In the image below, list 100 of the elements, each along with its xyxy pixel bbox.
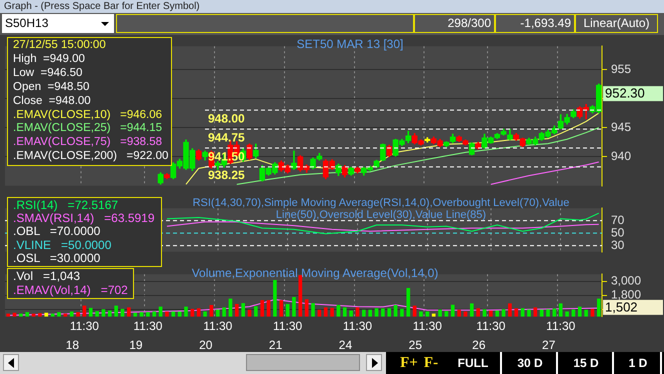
bar [70, 311, 74, 317]
annotation: .VLINE =50.0000 [13, 238, 112, 252]
bar [165, 311, 169, 317]
bar [426, 311, 430, 317]
bar [362, 310, 366, 317]
bar [470, 303, 474, 317]
bar [489, 310, 493, 317]
bar [406, 288, 410, 317]
bar [146, 312, 150, 317]
bar [394, 304, 398, 317]
text: 21 [268, 338, 284, 352]
bar [234, 304, 239, 317]
bar [552, 308, 556, 317]
x-tick-label: 11:30 [273, 319, 303, 334]
bar [279, 300, 284, 317]
bar [304, 299, 309, 317]
text: 952.30 [605, 86, 645, 101]
bar [381, 308, 385, 317]
bar [203, 311, 207, 317]
bar [133, 312, 138, 317]
bar [50, 314, 54, 317]
text: 25 [408, 338, 424, 352]
bar [450, 304, 455, 317]
bar [311, 303, 315, 317]
bar [152, 311, 156, 317]
x-tick-label: 11:30 [203, 319, 233, 334]
text: 19 [128, 338, 144, 352]
bar [412, 306, 416, 317]
bar [114, 306, 118, 317]
text: 27 [541, 338, 556, 352]
text: 20 [198, 338, 214, 352]
bar [196, 308, 201, 317]
bar [368, 310, 372, 317]
annotation: .RSI(14) =72.5167 [13, 198, 120, 212]
text: F- [422, 354, 440, 373]
annotation: .EMAV(Vol,14) =702 [13, 282, 128, 297]
text: 24 [338, 338, 354, 352]
annotation: Low =946.50 [13, 66, 84, 81]
bar [438, 310, 442, 317]
bar [241, 303, 245, 317]
bar [19, 314, 23, 317]
bar [184, 306, 188, 317]
x-tick-label: 11:30 [412, 319, 442, 334]
bar [476, 308, 480, 317]
bar [514, 308, 518, 317]
bar [273, 280, 277, 317]
annotation: .OBL =70.0000 [13, 224, 102, 239]
bar [349, 310, 353, 317]
bar [254, 306, 258, 317]
x-tick-label: 11:30 [342, 319, 372, 334]
text: 30 D [504, 352, 558, 374]
bar [76, 312, 80, 317]
text: 1 D [616, 352, 662, 374]
bar [324, 307, 328, 317]
bar [88, 308, 93, 317]
y-tick-label: 3,000 [611, 274, 642, 288]
bar [178, 311, 182, 317]
annotation: .EMAV(CLOSE,10) =946.06 [13, 108, 164, 122]
bar [572, 310, 576, 317]
bar [495, 310, 500, 317]
annotation: .EMAV(CLOSE,200) =922.00 [13, 150, 168, 164]
bar [533, 307, 538, 317]
bar [44, 312, 48, 317]
bar [32, 314, 36, 317]
text: F+ [399, 354, 419, 373]
bar [228, 298, 232, 317]
text: 18 [64, 338, 80, 352]
chart-title: Volume,Exponential Moving Average(Vol,14,0) [190, 266, 440, 280]
bar [216, 310, 220, 317]
annotation: .Vol =1,043 [13, 269, 82, 284]
y-tick-label: 955 [611, 62, 632, 76]
text: 15 D [560, 352, 614, 374]
annotation: 27/12/55 15:00:00 [13, 39, 107, 53]
bar [286, 304, 290, 317]
x-tick-label: 11:30 [546, 319, 576, 334]
bar [336, 304, 340, 317]
text: 298/300 [414, 14, 495, 33]
bar [374, 308, 378, 317]
bar [400, 308, 404, 317]
text: FULL [446, 352, 502, 374]
bar [596, 298, 601, 317]
bar [222, 307, 226, 317]
bar [520, 308, 524, 317]
bar [432, 314, 436, 317]
chart-title: RSI(14,30,70),Simple Moving Average(RSI,14,0),Overbought Level(70),Value Line(50),Oversold Level(30),Value Line(85) [192, 197, 570, 221]
bar [464, 311, 468, 317]
bar [482, 309, 486, 317]
bar [342, 307, 347, 317]
text: Graph - (Press Space Bar for Enter Symbol) [0, 0, 664, 13]
bar [292, 296, 296, 317]
bar [102, 309, 106, 317]
bar [57, 312, 61, 317]
bar [584, 310, 588, 317]
y-tick-label: 50 [611, 225, 625, 240]
bar [12, 312, 16, 317]
bar [38, 313, 42, 317]
annotation: .OSL =30.0000 [13, 250, 102, 266]
bar [508, 303, 512, 317]
bar [140, 312, 144, 317]
bar [318, 310, 322, 317]
